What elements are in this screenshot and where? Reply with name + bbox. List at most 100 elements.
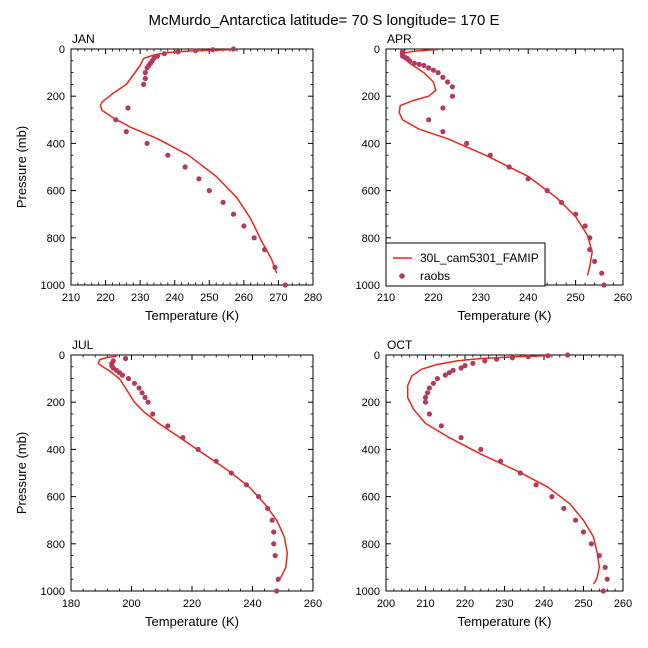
x-tick-label: 210 xyxy=(416,598,434,610)
x-tick-label: 250 xyxy=(200,292,218,304)
y-tick-label: 800 xyxy=(362,539,380,551)
raobs-point xyxy=(525,176,531,182)
model-profile-line xyxy=(99,49,278,274)
raobs-point xyxy=(131,380,138,386)
y-tick-label: 600 xyxy=(47,186,65,198)
raobs-point xyxy=(271,529,277,535)
raobs-point xyxy=(582,223,588,229)
panel-jan: 210 220 230 240 250 260 270 280 0 200 400 600 800 100… xyxy=(14,32,322,323)
raobs-point xyxy=(506,164,512,170)
x-tick-label: 230 xyxy=(131,292,149,304)
raobs-point xyxy=(545,353,551,359)
model-profile-line xyxy=(398,49,593,276)
raobs-point xyxy=(449,84,455,90)
raobs-point xyxy=(561,505,567,511)
raobs-point xyxy=(533,482,539,488)
x-tick-label: 280 xyxy=(304,292,322,304)
x-tick-label: 230 xyxy=(495,598,513,610)
raobs-point xyxy=(440,105,446,111)
y-tick-label: 200 xyxy=(47,91,65,103)
raobs-point xyxy=(122,355,129,362)
panel-label: OCT xyxy=(387,338,413,352)
y-tick-label: 800 xyxy=(47,233,65,245)
y-tick-label: 200 xyxy=(47,397,65,409)
y-axis-label: Pressure (mb) xyxy=(14,432,29,514)
raobs-point xyxy=(230,46,237,52)
raobs-point xyxy=(588,541,595,547)
x-tick-label: 220 xyxy=(424,292,442,304)
y-tick-label: 1000 xyxy=(41,280,65,292)
raobs-point xyxy=(142,75,148,82)
x-tick-label: 260 xyxy=(235,292,253,304)
model-profile-line xyxy=(406,355,601,585)
raobs-point xyxy=(430,67,436,73)
raobs-point xyxy=(440,129,446,135)
y-tick-label: 600 xyxy=(47,492,65,504)
raobs-point xyxy=(446,370,452,376)
raobs-point xyxy=(142,394,148,401)
x-tick-label: 260 xyxy=(614,292,632,304)
raobs-point xyxy=(165,423,171,429)
raobs-point xyxy=(119,372,125,378)
panel-label: JUL xyxy=(72,338,94,352)
panel-oct: 200 210 220 230 240 250 260 0 200 400 600 800 1000 OC… xyxy=(356,338,633,629)
raobs-point xyxy=(256,494,262,500)
raobs-point xyxy=(602,564,608,571)
x-tick-label: 270 xyxy=(269,292,287,304)
raobs-point xyxy=(136,385,142,391)
x-tick-label: 220 xyxy=(96,292,114,304)
raobs-point xyxy=(145,399,151,405)
raobs-point xyxy=(175,49,181,55)
raobs-point xyxy=(462,363,468,369)
raobs-point xyxy=(482,358,488,364)
raobs-point xyxy=(422,394,429,401)
raobs-point xyxy=(251,235,257,241)
x-tick-label: 200 xyxy=(377,598,395,610)
raobs-point xyxy=(525,354,531,360)
x-axis-label: Temperature (K) xyxy=(458,614,552,629)
y-tick-label: 0 xyxy=(59,44,65,56)
raobs-point xyxy=(426,117,432,123)
x-tick-label: 250 xyxy=(566,292,584,304)
panel-jul: 180 200 220 240 260 0 200 400 600 800 1000 JUL Tempe… xyxy=(14,338,322,629)
raobs-point xyxy=(549,494,555,500)
raobs-point xyxy=(424,390,431,396)
legend-obs-label: raobs xyxy=(420,269,450,283)
raobs-point xyxy=(139,390,145,396)
raobs-point xyxy=(426,411,432,417)
y-tick-label: 0 xyxy=(374,44,380,56)
raobs-point xyxy=(442,372,448,378)
y-tick-label: 400 xyxy=(362,138,380,150)
raobs-point xyxy=(573,211,579,217)
y-tick-label: 600 xyxy=(362,186,380,198)
raobs-point xyxy=(596,553,602,559)
raobs-point xyxy=(123,129,129,135)
raobs-point xyxy=(426,385,432,391)
panel-label: APR xyxy=(387,32,412,46)
raobs-point xyxy=(416,61,422,67)
x-tick-label: 250 xyxy=(574,598,592,610)
raobs-point xyxy=(243,482,249,488)
raobs-point xyxy=(450,367,456,373)
y-tick-label: 400 xyxy=(362,444,380,456)
raobs-point xyxy=(144,140,150,146)
y-tick-label: 1000 xyxy=(356,280,380,292)
raobs-point xyxy=(426,65,432,71)
x-tick-label: 220 xyxy=(183,598,201,610)
raobs-point xyxy=(430,380,436,386)
raobs-point xyxy=(141,81,147,87)
raobs-point xyxy=(195,446,201,452)
raobs-point xyxy=(161,51,167,57)
x-tick-label: 210 xyxy=(377,292,395,304)
raobs-point xyxy=(269,517,275,523)
x-axis-label: Temperature (K) xyxy=(145,308,239,323)
raobs-point xyxy=(274,588,280,594)
y-axis-label: Pressure (mb) xyxy=(14,126,29,208)
y-tick-label: 200 xyxy=(362,91,380,103)
raobs-point xyxy=(435,70,441,76)
x-tick-label: 230 xyxy=(472,292,490,304)
raobs-point xyxy=(587,235,593,241)
x-axis-label: Temperature (K) xyxy=(145,614,239,629)
y-tick-label: 0 xyxy=(59,350,65,362)
